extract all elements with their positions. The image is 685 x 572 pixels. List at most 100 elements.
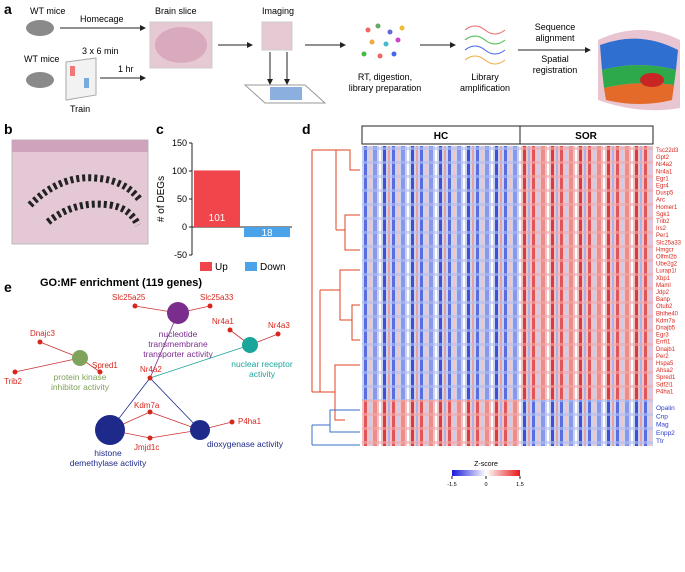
- gene-label: Egr4: [656, 184, 669, 190]
- term-node: [242, 337, 258, 353]
- panel-label: e: [4, 279, 12, 295]
- gene-label: Ahsa2: [656, 368, 674, 374]
- term-label: transmembrane: [148, 339, 208, 349]
- panel-label: d: [302, 121, 311, 137]
- object-icon: [84, 78, 89, 88]
- network-title: GO:MF enrichment (119 genes): [40, 277, 202, 289]
- slice-shape: [155, 27, 207, 63]
- gene-nodes: [12, 303, 281, 441]
- gene-label: Hspa5: [656, 361, 674, 367]
- term-node: [72, 350, 88, 366]
- mouse-icon: [26, 72, 54, 88]
- panel-label: a: [4, 1, 12, 17]
- beads: [361, 23, 405, 59]
- data-label: 18: [261, 228, 273, 239]
- gene-label: Dnajb1: [656, 347, 676, 353]
- term-label: inhibitor activity: [51, 382, 110, 392]
- term-label: protein kinase: [54, 372, 107, 382]
- label: amplification: [460, 83, 510, 93]
- gene-label: Slc25a33: [656, 240, 682, 246]
- gene-label: Otub2: [656, 304, 673, 310]
- gene-label: Xbp1: [656, 276, 671, 282]
- gene-label: P4ha1: [656, 389, 674, 395]
- gene-label: Nr4a2: [140, 365, 162, 374]
- gene-label: Nr4a1: [212, 317, 234, 326]
- gene-label: Slc25a25: [112, 293, 146, 302]
- heatmap-panel: HC SOR Z-score Tsc22d3Gpt2Nr4a2Nr4a1Egr1…: [311, 125, 682, 488]
- y-tick-label: 0: [182, 222, 187, 232]
- term-label: activity: [249, 369, 276, 379]
- gene-label: Sgk1: [656, 212, 670, 218]
- label: Homecage: [80, 14, 124, 24]
- label: Sequence: [535, 22, 576, 32]
- gene-label: Jmjd1c: [134, 443, 159, 452]
- label: library preparation: [349, 83, 422, 93]
- gene-label: Homer1: [656, 205, 678, 211]
- tissue-image: [11, 139, 149, 245]
- gene-label: Egr3: [656, 333, 669, 339]
- y-tick-label: 100: [172, 166, 187, 176]
- gene-label: Kdm7a: [656, 318, 676, 324]
- dendrogram: [311, 149, 360, 446]
- workflow: WT mice WT mice Homecage 3 x 6 min Train…: [24, 6, 680, 114]
- label: Train: [70, 104, 90, 114]
- y-tick-label: -50: [174, 250, 187, 260]
- spatial-map: [598, 30, 680, 111]
- colorbar-tick-label: 0: [484, 482, 487, 488]
- gene-label: Mag: [656, 422, 669, 429]
- legend-label: Up: [215, 262, 228, 273]
- term-label: transporter activity: [143, 349, 213, 359]
- gene-label: Nr4a2: [656, 162, 673, 168]
- gene-label: Slc25a33: [200, 293, 234, 302]
- gene-label: Ttr: [656, 438, 665, 445]
- y-tick-label: 150: [172, 138, 187, 148]
- group-label: HC: [434, 131, 448, 142]
- term-label: demethylase activity: [70, 458, 147, 468]
- heatmap-block: [362, 146, 520, 400]
- gene-label: Tsc22d3: [656, 148, 679, 154]
- gene-label: Jdp2: [656, 290, 670, 296]
- gene-label: Egr1: [656, 176, 669, 182]
- gene-label: Spred1: [92, 361, 118, 370]
- label: WT mice: [24, 54, 59, 64]
- gene-label: Nr4a3: [268, 321, 290, 330]
- y-tick-label: 50: [177, 194, 187, 204]
- term-label: nuclear receptor: [231, 359, 293, 369]
- mouse-icon: [26, 20, 54, 36]
- slice-image: [261, 21, 293, 51]
- label: RT, digestion,: [358, 72, 412, 82]
- gene-label: Arc: [656, 198, 665, 204]
- panel-label: b: [4, 121, 13, 137]
- label: Brain slice: [155, 6, 197, 16]
- library-strands: [464, 25, 506, 65]
- bar: [194, 170, 240, 227]
- label: Imaging: [262, 6, 294, 16]
- heatmap-block: [520, 146, 653, 400]
- label: registration: [533, 65, 578, 75]
- gene-label: Trib2: [4, 377, 22, 386]
- panel-label: c: [156, 121, 164, 137]
- colorbar-tick-label: -1.5: [447, 482, 456, 488]
- gene-label: Cnp: [656, 413, 668, 420]
- gene-label: Bhlhe40: [656, 311, 679, 317]
- gene-label: Irs2: [656, 226, 667, 232]
- label: Spatial: [541, 54, 569, 64]
- gene-label: Enpp2: [656, 430, 675, 437]
- group-label: SOR: [575, 131, 597, 142]
- gene-label: Nr4a1: [656, 169, 673, 175]
- term-label: dioxygenase activity: [207, 439, 284, 449]
- gene-label: Errfi1: [656, 340, 671, 346]
- bar-chart: -50 0 50 100 150 # of DEGs 101 Up 18 Down: [156, 138, 292, 273]
- gene-label: Kdm7a: [134, 401, 160, 410]
- gene-label: Spred1: [656, 375, 676, 381]
- gene-label: Gpt2: [656, 155, 670, 161]
- term-node: [190, 420, 210, 440]
- gene-label: Dusp5: [656, 191, 674, 197]
- gene-label: P4ha1: [238, 417, 262, 426]
- label: alignment: [535, 33, 575, 43]
- gene-label: Lurap1l: [656, 269, 676, 275]
- object-icon: [70, 66, 75, 76]
- gene-label: Ube2g2: [656, 262, 678, 268]
- colorbar: [452, 470, 520, 476]
